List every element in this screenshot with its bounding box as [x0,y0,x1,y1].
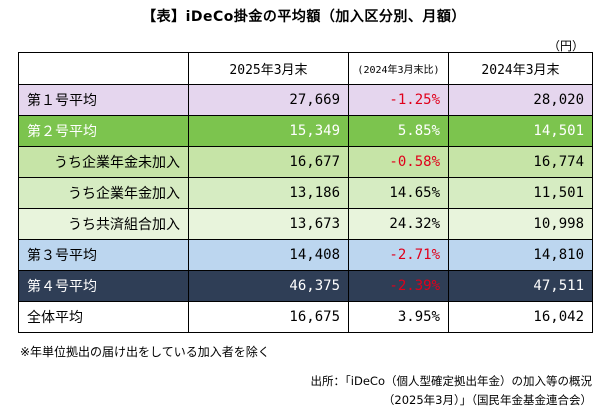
value-2025: 15,349 [188,115,349,147]
value-2024: 14,810 [448,239,593,271]
change-value: 3.95% [348,301,449,333]
value-2025: 16,677 [188,146,349,178]
header-2024: 2024年3月末 [448,52,593,85]
row-label: うち企業年金加入 [18,177,189,209]
source-line-2: （2025年3月）」（国民年金基金連合会） [382,393,592,407]
page-title: 【表】iDeCo掛金の平均額（加入区分別、月額） [142,9,466,25]
value-2024: 28,020 [448,84,593,116]
value-2025: 16,675 [188,301,349,333]
value-2025: 13,673 [188,208,349,240]
change-value: -1.25% [348,84,449,116]
value-2024: 16,042 [448,301,593,333]
change-value: -2.39% [348,270,449,302]
table-row: 第２号平均 15,349 5.85% 14,501 [18,115,593,147]
table-row: うち共済組合加入 13,673 24.32% 10,998 [18,208,593,240]
row-label: うち共済組合加入 [18,208,189,240]
row-label: うち企業年金未加入 [18,146,189,178]
row-label: 第１号平均 [18,84,189,116]
row-label: 第４号平均 [18,270,189,302]
change-value: 14.65% [348,177,449,209]
table-row: 第３号平均 14,408 -2.71% 14,810 [18,239,593,271]
change-value: 24.32% [348,208,449,240]
value-2025: 46,375 [188,270,349,302]
value-2024: 47,511 [448,270,593,302]
table-header-row: 2025年3月末 (2024年3月末比) 2024年3月末 [18,52,593,85]
value-2024: 11,501 [448,177,593,209]
header-change: (2024年3月末比) [348,52,449,85]
source-line-1: 出所：「iDeCo（個人型確定拠出年金）の加入等の概況 [310,374,592,388]
header-cell-empty [18,52,189,85]
row-label: 第２号平均 [18,115,189,147]
table-row: 全体平均 16,675 3.95% 16,042 [18,301,593,333]
value-2025: 14,408 [188,239,349,271]
contribution-table: 2025年3月末 (2024年3月末比) 2024年3月末 第１号平均 27,6… [18,52,593,333]
value-2025: 13,186 [188,177,349,209]
change-value: -0.58% [348,146,449,178]
change-value: -2.71% [348,239,449,271]
table-row: うち企業年金加入 13,186 14.65% 11,501 [18,177,593,209]
table-row: 第４号平均 46,375 -2.39% 47,511 [18,270,593,302]
footnote: ※年単位拠出の届け出をしている加入者を除く [20,345,270,359]
row-label: 第３号平均 [18,239,189,271]
table-row: うち企業年金未加入 16,677 -0.58% 16,774 [18,146,593,178]
value-2024: 16,774 [448,146,593,178]
header-2025: 2025年3月末 [188,52,349,85]
value-2024: 10,998 [448,208,593,240]
value-2024: 14,501 [448,115,593,147]
row-label: 全体平均 [18,301,189,333]
unit-label: （円） [548,39,585,53]
value-2025: 27,669 [188,84,349,116]
table-row: 第１号平均 27,669 -1.25% 28,020 [18,84,593,116]
change-value: 5.85% [348,115,449,147]
